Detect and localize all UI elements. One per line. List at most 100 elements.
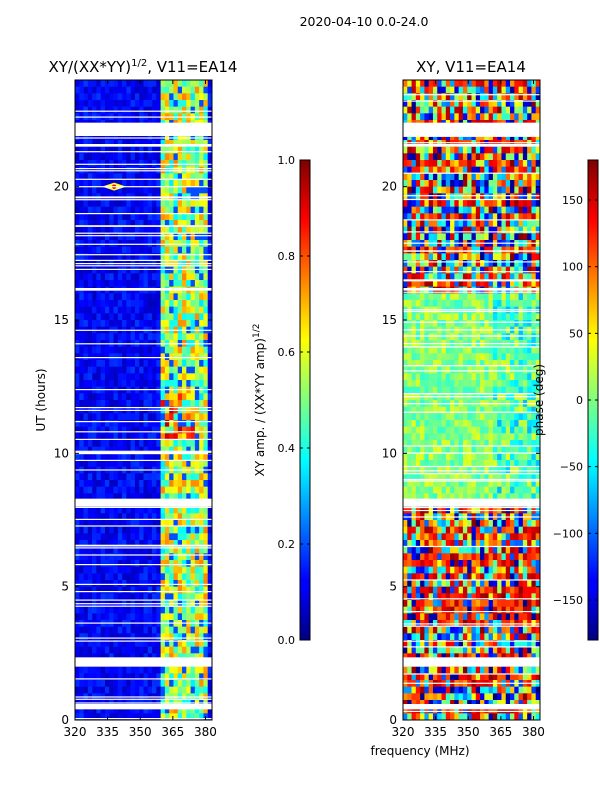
heatmap-cell xyxy=(96,633,101,641)
heatmap-cell xyxy=(480,160,485,167)
heatmap-cell xyxy=(497,180,502,187)
heatmap-cell xyxy=(122,686,127,694)
heatmap-cell xyxy=(104,520,110,527)
heatmap-cell xyxy=(535,100,541,107)
heatmap-cell xyxy=(134,513,140,521)
heatmap-cell xyxy=(139,186,144,194)
heatmap-cell xyxy=(432,366,438,374)
heatmap-cell xyxy=(480,146,485,154)
heatmap-cell xyxy=(484,413,489,421)
heatmap-cell xyxy=(531,413,537,421)
heatmap-cell xyxy=(87,426,93,434)
heatmap-cell xyxy=(182,573,187,581)
heatmap-cell xyxy=(518,226,524,234)
heatmap-cell xyxy=(156,486,161,494)
heatmap-cell xyxy=(152,573,157,581)
heatmap-cell xyxy=(160,646,166,654)
heatmap-cell xyxy=(514,100,519,107)
heatmap-cell xyxy=(462,273,468,281)
heatmap-cell xyxy=(96,280,101,287)
heatmap-cell xyxy=(152,480,157,487)
heatmap-cell xyxy=(186,226,191,234)
heatmap-cell xyxy=(462,420,468,427)
flagged-line xyxy=(75,265,212,267)
heatmap-cell xyxy=(505,413,511,421)
heatmap-cell xyxy=(104,240,110,247)
heatmap-cell xyxy=(113,493,119,501)
heatmap-cell xyxy=(450,366,455,374)
heatmap-cell xyxy=(207,173,213,181)
heatmap-cell xyxy=(83,293,89,301)
heatmap-cell xyxy=(199,100,204,107)
heatmap-cell xyxy=(514,193,519,201)
heatmap-cell xyxy=(130,366,136,374)
heatmap-cell xyxy=(441,413,447,421)
heatmap-cell xyxy=(518,193,524,201)
heatmap-cell xyxy=(203,246,209,254)
heatmap-cell xyxy=(207,473,213,481)
heatmap-cell xyxy=(109,640,114,647)
heatmap-cell xyxy=(186,393,191,401)
heatmap-cell xyxy=(437,420,442,427)
heatmap-cell xyxy=(160,140,166,147)
heatmap-cell xyxy=(199,380,204,387)
flagged-line xyxy=(75,603,212,605)
heatmap-cell xyxy=(475,426,481,434)
heatmap-cell xyxy=(497,220,502,227)
heatmap-cell xyxy=(190,680,196,687)
heatmap-cell xyxy=(83,86,89,94)
heatmap-cell xyxy=(164,553,170,561)
heatmap-cell xyxy=(428,320,434,327)
heatmap-cell xyxy=(437,433,442,441)
heatmap-cell xyxy=(462,246,468,254)
heatmap-cell xyxy=(79,673,84,681)
heatmap-cell xyxy=(450,346,455,354)
heatmap-cell xyxy=(134,213,140,221)
heatmap-cell xyxy=(75,460,80,467)
heatmap-cell xyxy=(109,146,114,154)
heatmap-cell xyxy=(454,273,459,281)
heatmap-cell xyxy=(199,153,204,161)
heatmap-cell xyxy=(203,480,209,487)
heatmap-cell xyxy=(122,560,127,567)
heatmap-cell xyxy=(510,293,515,301)
heatmap-cell xyxy=(100,486,106,494)
heatmap-cell xyxy=(424,406,429,414)
heatmap-cell xyxy=(169,553,174,561)
heatmap-cell xyxy=(415,300,421,307)
heatmap-cell xyxy=(83,213,89,221)
heatmap-cell xyxy=(117,440,123,447)
heatmap-cell xyxy=(177,580,183,587)
heatmap-cell xyxy=(122,393,127,401)
heatmap-cell xyxy=(79,440,84,447)
heatmap-cell xyxy=(92,526,97,534)
heatmap-cell xyxy=(186,540,191,547)
heatmap-cell xyxy=(143,306,149,314)
heatmap-cell xyxy=(160,133,166,141)
heatmap-cell xyxy=(471,220,477,227)
heatmap-cell xyxy=(467,220,472,227)
heatmap-cell xyxy=(531,193,537,201)
heatmap-cell xyxy=(79,146,84,154)
heatmap-cell xyxy=(96,160,101,167)
heatmap-cell xyxy=(160,146,166,154)
heatmap-cell xyxy=(164,293,170,301)
heatmap-cell xyxy=(484,406,489,414)
heatmap-cell xyxy=(92,480,97,487)
heatmap-cell xyxy=(83,606,89,614)
heatmap-cell xyxy=(104,100,110,107)
heatmap-cell xyxy=(126,453,131,461)
heatmap-cell xyxy=(190,486,196,494)
heatmap-cell xyxy=(92,133,97,141)
heatmap-cell xyxy=(79,713,84,721)
heatmap-cell xyxy=(450,180,455,187)
heatmap-cell xyxy=(96,706,101,714)
heatmap-cell xyxy=(143,133,149,141)
heatmap-cell xyxy=(432,86,438,94)
heatmap-cell xyxy=(428,266,434,274)
heatmap-cell xyxy=(87,353,93,361)
heatmap-cell xyxy=(450,320,455,327)
heatmap-cell xyxy=(147,640,153,647)
heatmap-cell xyxy=(441,420,447,427)
heatmap-cell xyxy=(147,713,153,721)
